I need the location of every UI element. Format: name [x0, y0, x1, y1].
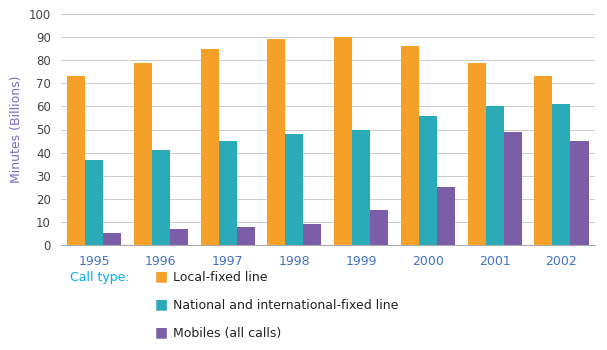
Bar — [370, 210, 388, 245]
Bar — [170, 229, 188, 245]
Text: National and international-fixed line: National and international-fixed line — [173, 299, 398, 312]
Bar — [67, 76, 85, 245]
Bar — [334, 37, 352, 245]
Bar — [285, 134, 304, 245]
Bar — [486, 106, 504, 245]
Text: Local-fixed line: Local-fixed line — [173, 271, 268, 284]
Bar — [504, 132, 522, 245]
Text: Call type:: Call type: — [70, 271, 129, 284]
Bar — [304, 224, 322, 245]
Bar — [352, 130, 370, 245]
Bar — [85, 160, 103, 245]
Text: Mobiles (all calls): Mobiles (all calls) — [173, 327, 281, 340]
Bar — [401, 46, 419, 245]
Bar — [152, 150, 170, 245]
Bar — [103, 233, 121, 245]
Bar — [571, 141, 589, 245]
Text: ■: ■ — [155, 298, 168, 312]
Bar — [267, 40, 285, 245]
Y-axis label: Minutes (Billions): Minutes (Billions) — [10, 76, 23, 183]
Bar — [419, 116, 437, 245]
Bar — [134, 63, 152, 245]
Bar — [552, 104, 571, 245]
Text: ■: ■ — [155, 326, 168, 340]
Bar — [219, 141, 237, 245]
Bar — [237, 226, 255, 245]
Bar — [200, 49, 219, 245]
Bar — [534, 76, 552, 245]
Bar — [437, 187, 455, 245]
Text: ■: ■ — [155, 270, 168, 284]
Bar — [467, 63, 486, 245]
